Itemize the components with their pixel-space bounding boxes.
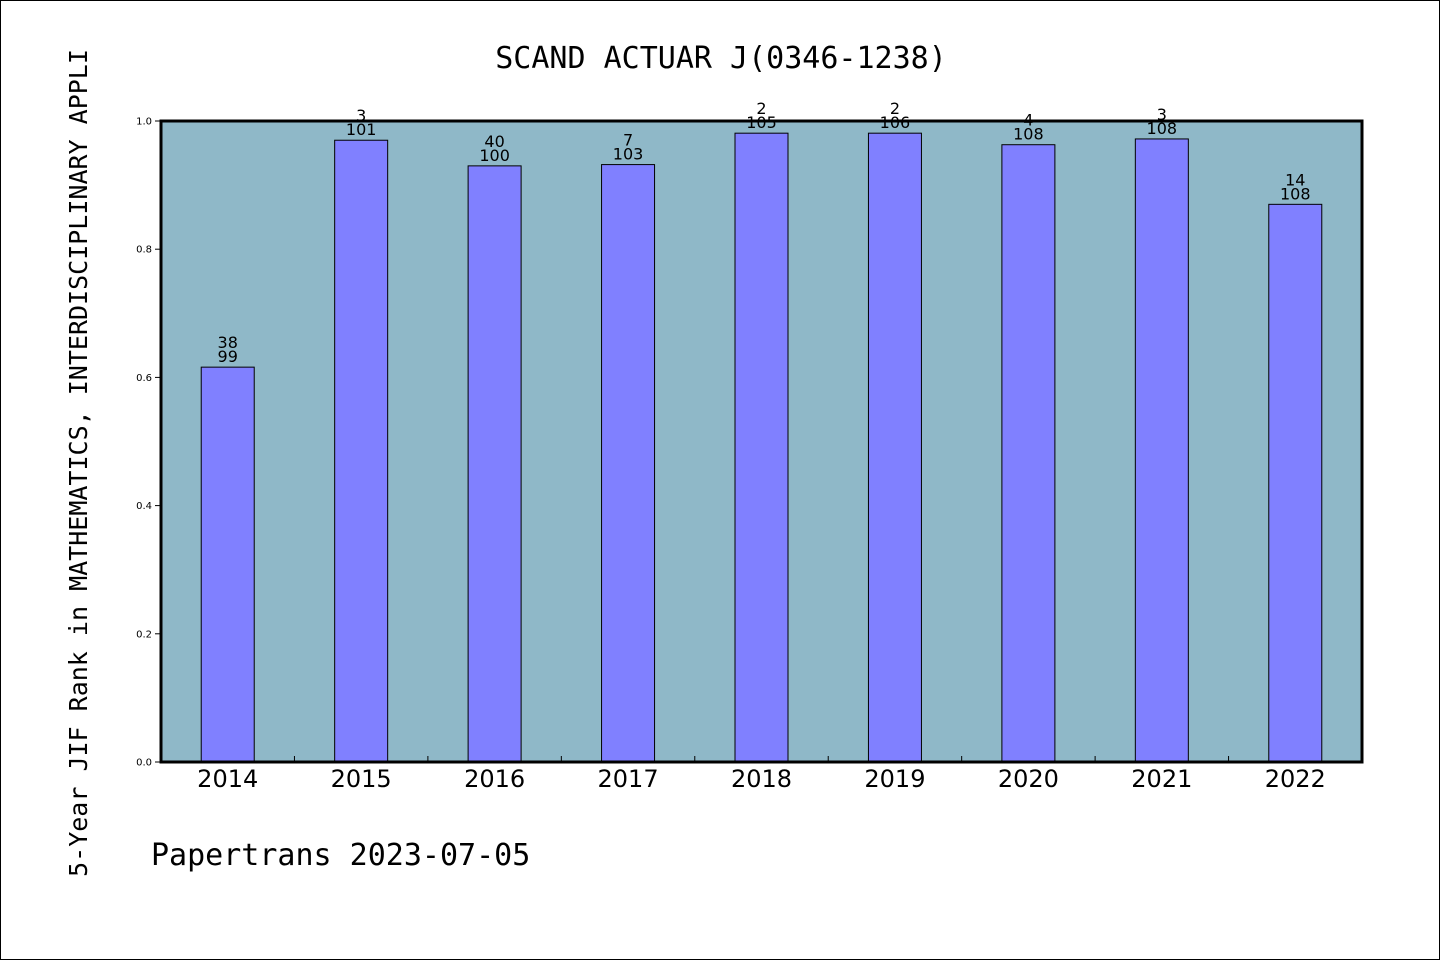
bar-2018 — [734, 132, 789, 763]
x-tick-label-2020: 2020 — [998, 765, 1059, 793]
y-tick-label: 0.4 — [136, 501, 152, 512]
rank-label-2016: 40 — [484, 132, 504, 151]
bar-2014 — [200, 366, 255, 763]
total-label-2020: 108 — [1013, 125, 1044, 144]
total-label-2015: 101 — [346, 120, 377, 139]
x-tick-label-2016: 2016 — [464, 765, 525, 793]
bar-2016 — [467, 165, 522, 763]
rank-label-2014: 38 — [218, 333, 238, 352]
x-tick-label-2017: 2017 — [598, 765, 659, 793]
y-tick-label: 0.0 — [136, 758, 152, 769]
bar-2015 — [334, 139, 389, 763]
bar-2021 — [1134, 138, 1189, 763]
total-label-2022: 108 — [1280, 184, 1311, 203]
bars-group — [200, 132, 1323, 763]
y-tick-label: 1.0 — [136, 117, 152, 128]
x-tick-label-2022: 2022 — [1265, 765, 1326, 793]
x-tick-label-2018: 2018 — [731, 765, 792, 793]
total-label-2016: 100 — [479, 146, 510, 165]
y-tick-label: 0.8 — [136, 245, 152, 256]
plot-frame — [159, 119, 1364, 764]
footer-credit: Papertrans 2023-07-05 — [151, 838, 530, 873]
bar-2020 — [1001, 144, 1056, 763]
y-axis-label: 5-Year JIF Rank in MATHEMATICS, INTERDIS… — [64, 49, 93, 877]
total-label-2018: 105 — [746, 113, 777, 132]
y-axis-ticks: 0.0 0.2 0.4 0.6 0.8 1.0 — [136, 117, 161, 769]
x-tick-label-2019: 2019 — [864, 765, 925, 793]
total-label-2017: 103 — [613, 145, 644, 164]
rank-label-2017: 7 — [623, 131, 633, 150]
y-tick-label: 0.2 — [136, 629, 152, 640]
total-label-2019: 106 — [880, 113, 911, 132]
rank-label-2015: 3 — [356, 106, 366, 125]
rank-label-2019: 2 — [890, 99, 900, 118]
bar-2017 — [601, 164, 656, 763]
x-tick-label-2014: 2014 — [197, 765, 258, 793]
chart-title: SCAND ACTUAR J(0346-1238) — [495, 41, 947, 76]
x-tick-label-2021: 2021 — [1131, 765, 1192, 793]
rank-label-2021: 3 — [1157, 105, 1167, 124]
x-axis-ticks: 2014 2015 2016 2017 2018 2019 2020 2021 2022 — [197, 756, 1326, 793]
total-label-2021: 108 — [1147, 119, 1178, 138]
x-tick-label-2015: 2015 — [331, 765, 392, 793]
rank-label-2018: 2 — [756, 99, 766, 118]
bar-2022 — [1268, 203, 1323, 763]
y-tick-label: 0.6 — [136, 373, 152, 384]
total-label-2014: 99 — [218, 347, 238, 366]
rank-label-2022: 14 — [1285, 170, 1305, 189]
bar-2019 — [867, 132, 922, 763]
